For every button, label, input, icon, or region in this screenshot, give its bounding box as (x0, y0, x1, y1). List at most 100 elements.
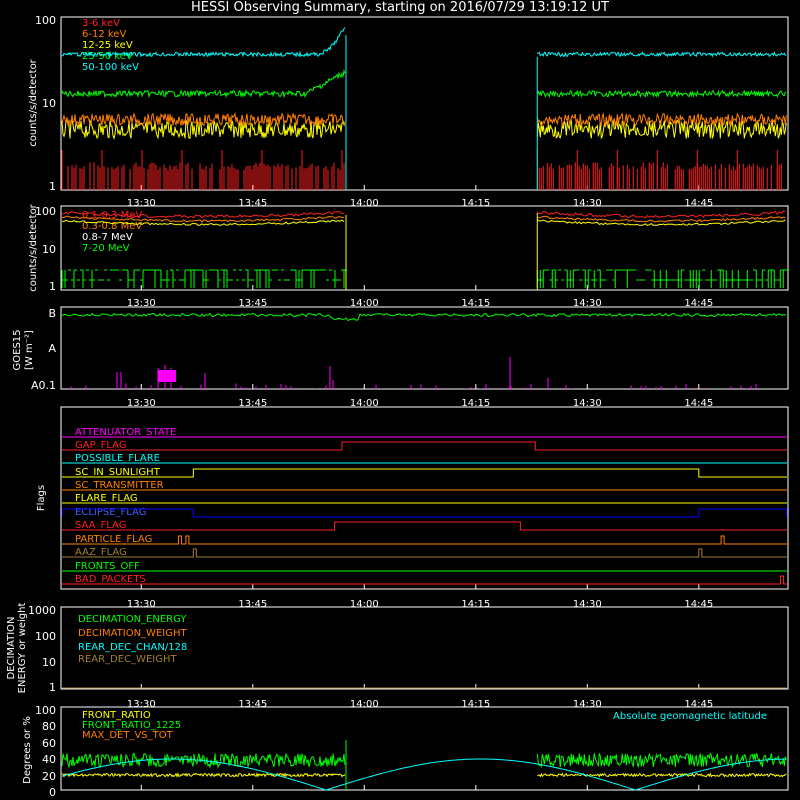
p6-ytick: 60 (42, 737, 56, 750)
p6-legend: MAX_DET_VS_TOT (82, 730, 174, 741)
flag-label: SC_IN_SUNLIGHT (75, 467, 161, 478)
flag-line (62, 535, 787, 545)
p3-ylabel-units: [W m⁻²] (24, 330, 35, 370)
panel4-frame (60, 406, 789, 590)
series-0.8-7-mev (537, 219, 786, 226)
series-0.3-0.8-mev (61, 215, 345, 223)
p1-legend-50-100: 50-100 keV (82, 62, 139, 73)
flag-label: ECLIPSE_FLAG (75, 507, 146, 518)
panel1-frame (60, 16, 789, 191)
flag-label: SC_TRANSMITTER (75, 480, 164, 491)
x-tick-label: 13:30 (127, 198, 156, 209)
p4-ylabel: Flags (36, 485, 47, 511)
flag-line (61, 508, 788, 518)
p2-legend: 0.8-7 MeV (82, 232, 133, 243)
x-tick-label: 13:30 (127, 699, 156, 710)
series-0.3-0.8-mev (537, 215, 786, 223)
panel5-frame (60, 606, 789, 690)
p2-ylabel: counts/s/detector (28, 203, 39, 291)
p1-ylabel: counts/s/detector (28, 58, 39, 146)
flag-label: FLARE_FLAG (75, 493, 138, 504)
p1-ytick: 10 (42, 97, 56, 110)
x-tick-label: 14:00 (350, 599, 379, 610)
p5-ytick: 1000 (28, 604, 56, 617)
x-tick-label: 14:15 (461, 198, 490, 209)
p1-legend-3-6: 3-6 keV (82, 18, 120, 29)
p2-ytick: 100 (35, 205, 56, 218)
x-tick-label: 14:00 (350, 298, 379, 309)
front-ratio-1225-series (61, 752, 346, 769)
p5-ytick: 1 (49, 681, 56, 694)
x-tick-label: 14:15 (461, 699, 490, 710)
series-6-12-kev (61, 111, 346, 127)
panel2-frame (60, 205, 789, 291)
series-0.8-7-mev (61, 219, 345, 226)
chart-title: HESSI Observing Summary, starting on 201… (191, 0, 609, 15)
p5-legend: DECIMATION_WEIGHT (78, 628, 187, 639)
p6-ylabel: Degrees or % (22, 716, 33, 784)
p6-ytick: 20 (42, 770, 56, 783)
x-tick-label: 13:30 (127, 298, 156, 309)
p6-ytick: 100 (35, 704, 56, 717)
front-ratio-series (537, 772, 787, 778)
p2-ytick: 10 (42, 243, 56, 256)
p5-ytick: 10 (42, 656, 56, 669)
series-6-12-kev (536, 112, 787, 128)
front-ratio-series (61, 772, 346, 779)
p5-legend: REAR_DEC_CHAN/128 (78, 642, 187, 653)
goes-high-burst (158, 370, 176, 382)
p6-ytick: 40 (42, 753, 56, 766)
p3-ytick: A0.1 (31, 379, 56, 392)
geomagnetic-latitude-series (61, 758, 787, 791)
p2-legend: 7-20 MeV (82, 243, 130, 254)
x-tick-label: 14:45 (684, 699, 713, 710)
p2-ytick: 1 (49, 280, 56, 293)
x-tick-label: 14:15 (461, 298, 490, 309)
x-tick-label: 14:00 (350, 699, 379, 710)
x-tick-label: 13:45 (238, 298, 267, 309)
p6-legend: FRONT_RATIO_1225 (82, 720, 181, 731)
series-12-25-kev (61, 118, 346, 141)
x-tick-label: 13:30 (127, 599, 156, 610)
flag-line (62, 521, 787, 531)
p3-ytick: A (48, 342, 56, 355)
goes-low-series (61, 312, 787, 322)
p1-legend-25-50: 25-50 keV (82, 51, 133, 62)
series-0.1-0.3-mev (536, 210, 786, 219)
series-50-100-kev (61, 27, 346, 59)
x-tick-label: 14:30 (573, 599, 602, 610)
p1-ytick: 100 (35, 14, 56, 27)
x-tick-label: 14:45 (684, 298, 713, 309)
flag-line (62, 575, 787, 585)
p1-legend-12-25: 12-25 keV (82, 40, 133, 51)
x-tick-label: 13:45 (238, 599, 267, 610)
flag-label: AAZ_FLAG (75, 547, 127, 558)
p5-ylabel-2: ENERGY or weight (17, 603, 28, 694)
p3-ytick: B (48, 307, 56, 320)
panel6-frame (60, 706, 789, 791)
p5-ytick: 100 (35, 630, 56, 643)
series-12-25-kev (536, 118, 787, 140)
series-0.1-0.3-mev (61, 211, 345, 219)
p6-ytick: 80 (42, 720, 56, 733)
x-tick-label: 14:45 (684, 198, 713, 209)
series-50-100-kev (537, 51, 787, 58)
flag-label: ATTENUATOR_STATE (75, 427, 176, 438)
x-tick-label: 13:30 (127, 398, 156, 409)
p1-ytick: 1 (49, 180, 56, 193)
x-tick-label: 14:30 (573, 298, 602, 309)
x-tick-label: 14:00 (350, 398, 379, 409)
p3-ylabel: GOES15 (12, 329, 23, 370)
x-tick-label: 14:45 (684, 398, 713, 409)
flag-line (62, 548, 787, 558)
p5-ylabel: DECIMATION (6, 616, 17, 679)
flag-label: PARTICLE_FLAG (75, 534, 152, 545)
x-tick-label: 14:00 (350, 198, 379, 209)
x-tick-label: 14:15 (461, 398, 490, 409)
series-25-50-kev (536, 89, 787, 99)
x-tick-label: 14:30 (573, 699, 602, 710)
x-tick-label: 13:45 (238, 398, 267, 409)
series-25-50-kev (61, 68, 346, 99)
front-ratio-1225-series (536, 752, 787, 769)
